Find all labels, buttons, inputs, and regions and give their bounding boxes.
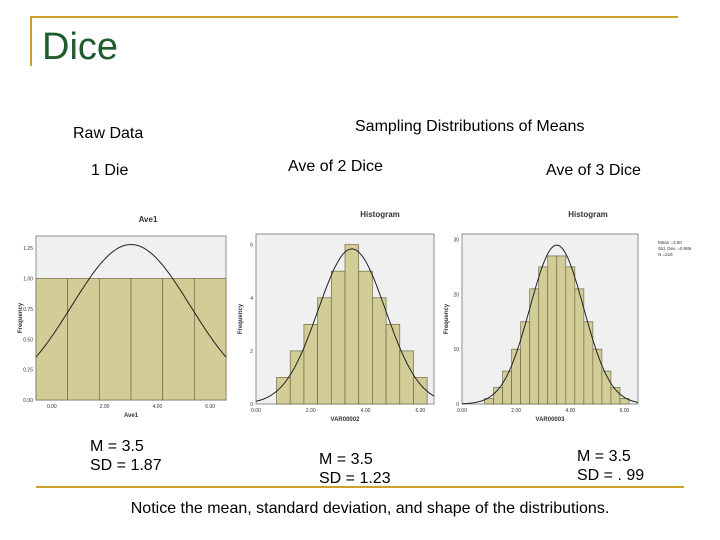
raw-data-label: Raw Data [73,125,144,142]
stats-two-dice-mean: M = 3.5 [319,451,373,468]
y-tick-label: 0.75 [23,307,33,313]
stats-one-die-mean: M = 3.5 [90,438,144,455]
x-tick-label: 0.00 [47,404,57,410]
x-tick-label: 6.00 [205,404,215,410]
histogram-bar [592,348,603,405]
y-tick-label: 4 [250,296,253,302]
stats-three-dice: M = 3.5 SD = . 99 [577,447,644,485]
y-tick-label: 1.00 [23,277,33,283]
histogram-bar [276,377,291,405]
histogram-bar [529,288,540,405]
y-tick-label: 20 [453,292,459,298]
histogram-bar [303,323,318,405]
histogram-bar [193,278,227,401]
histogram-bar [35,278,69,401]
y-tick-label: 0.50 [23,337,33,343]
y-tick-label: 10 [453,347,459,353]
histogram-bar [67,278,100,401]
chart-title: Histogram [360,210,400,219]
footnote: Notice the mean, standard deviation, and… [130,500,610,517]
y-axis-label: Frequency [238,303,244,334]
stats-three-dice-mean: M = 3.5 [577,448,631,465]
histogram-bar [399,350,414,405]
histogram-bar [330,270,346,405]
y-tick-label: 6 [250,243,253,249]
x-tick-label: 4.00 [565,408,575,414]
chart-ave-two-dice: Histogram 0 2 4 6 0.00 2.00 4.00 6.00 VAR00002 Fre… [238,210,435,423]
left-rule [30,16,32,66]
x-axis-label: Ave1 [124,413,139,419]
x-tick-label: 4.00 [361,408,371,414]
histogram-bar [344,244,360,405]
x-tick-label: 2.00 [306,408,316,414]
histogram-bar [162,278,195,401]
stats-one-die-sd: SD = 1.87 [90,457,162,474]
chart-title: Ave1 [139,215,158,224]
normal-curve [35,243,227,358]
y-axis-label: Frequency [18,302,24,333]
histogram-bar [98,278,132,401]
slide-title: Dice [42,26,119,68]
col1-label: 1 Die [91,162,129,179]
x-axis-label: VAR00002 [331,417,361,423]
legend-line: Std. Dev. =0.986 [658,246,692,251]
x-tick-label: 4.00 [153,404,163,410]
histogram-bar [130,278,164,401]
chart-title: Histogram [568,210,608,219]
legend-line: Mean =3.50 [658,240,682,245]
x-tick-label: 0.00 [457,408,467,414]
y-axis-label: Frequency [444,303,450,334]
y-tick-label: 30 [453,237,459,243]
histogram-bar [358,270,373,405]
x-tick-label: 6.00 [415,408,425,414]
y-tick-label: 0.25 [23,368,33,374]
x-tick-label: 2.00 [511,408,521,414]
stats-two-dice-sd: SD = 1.23 [319,470,391,487]
y-tick-label: 1.25 [23,246,33,252]
histogram-bar [413,377,428,405]
y-tick-label: 2 [250,349,253,355]
top-rule [30,16,678,18]
stats-two-dice: M = 3.5 SD = 1.23 [319,450,391,488]
histogram-bar [556,255,567,405]
histogram-bar [385,323,401,405]
chart-one-die: Ave1 0.00 0.25 0.50 0.75 1.00 1.25 0.00 2.00 4.00… [18,215,227,419]
stats-three-dice-sd: SD = . 99 [577,467,645,484]
x-axis-label: VAR00003 [536,417,566,423]
col2-label: Ave of 2 Dice [288,158,383,175]
chart-ave-three-dice: Histogram 0 10 20 30 0.00 2.00 4.00 6.00 VAR00003… [444,210,692,423]
histogram-bar [619,398,630,405]
histogram-bar [565,266,576,405]
y-tick-label: 0 [456,402,459,408]
histogram-bar [547,255,558,405]
col3-label: Ave of 3 Dice [546,162,641,179]
normal-curve [461,244,639,405]
x-tick-label: 6.00 [620,408,630,414]
legend-line: N =216 [658,252,673,257]
histogram-bar [511,348,522,405]
sampling-label: Sampling Distributions of Means [355,118,585,135]
histogram-bar [610,387,621,405]
y-tick-label: 0 [250,402,253,408]
x-tick-label: 2.00 [100,404,110,410]
x-tick-label: 0.00 [251,408,261,414]
histogram-bar [289,350,305,405]
bottom-rule [36,486,684,488]
histogram-bar [317,297,332,405]
normal-curve [255,248,435,402]
histogram-bar [372,297,387,405]
y-tick-label: 0.00 [23,398,33,404]
histogram-bar [574,288,585,405]
histogram-bar [538,266,549,405]
stats-one-die: M = 3.5 SD = 1.87 [90,437,162,475]
